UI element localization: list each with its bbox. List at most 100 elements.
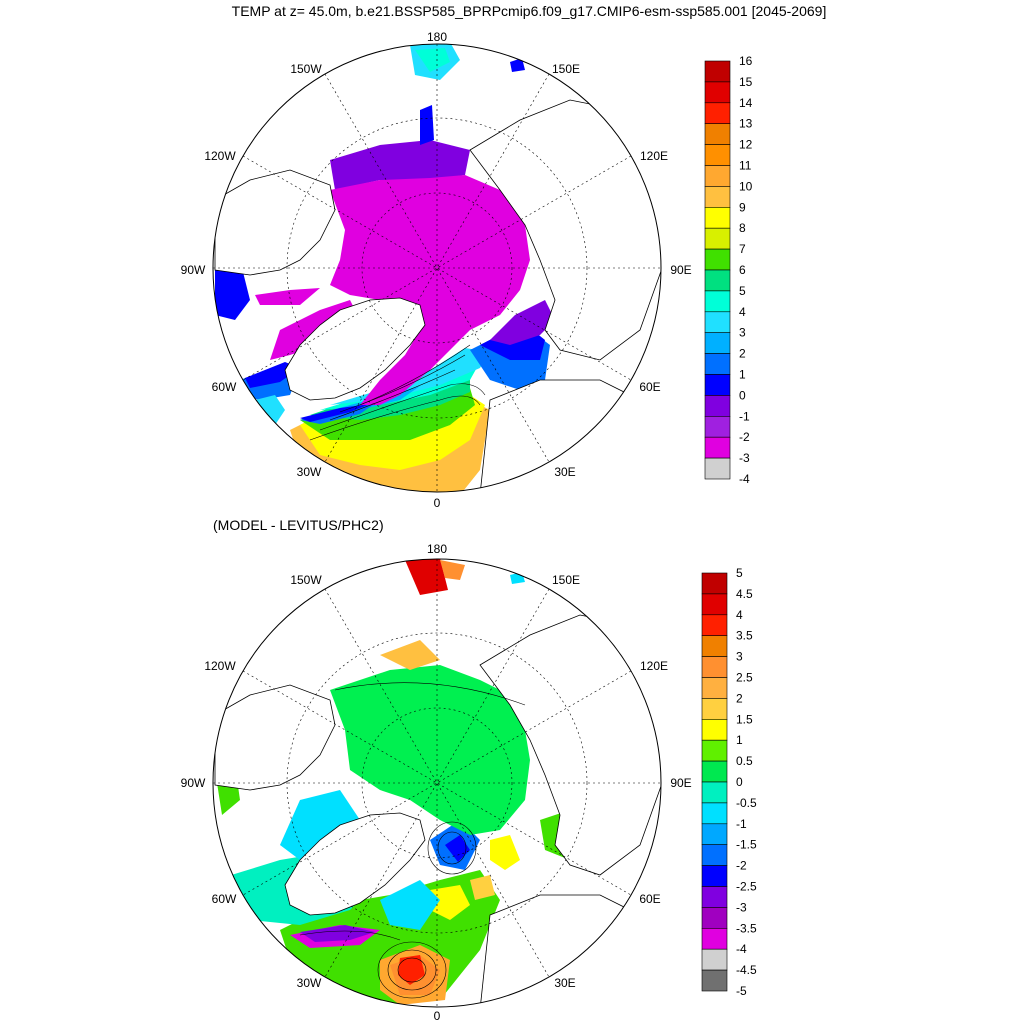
lon-labels-bottom: 180 150E 120E 90E 60E 30E 0 30W 60W 90W … bbox=[181, 542, 692, 1023]
colorbar-label: 15 bbox=[739, 75, 753, 89]
colorbar-label: -5 bbox=[736, 984, 747, 998]
colorbar-swatch bbox=[701, 593, 728, 616]
colorbar-swatch bbox=[704, 332, 731, 354]
lon-label-150w: 150W bbox=[290, 573, 322, 587]
colorbar-label: 1 bbox=[739, 368, 746, 382]
colorbar-label: 5 bbox=[739, 284, 746, 298]
colorbar-label: -4 bbox=[739, 472, 750, 486]
colorbar-swatch bbox=[701, 760, 728, 783]
colorbar-label: -2 bbox=[739, 430, 750, 444]
colorbar-swatch bbox=[704, 374, 731, 396]
colorbar-label: 7 bbox=[739, 242, 746, 256]
lon-label-150w: 150W bbox=[290, 62, 322, 76]
colorbar-swatch bbox=[701, 802, 728, 825]
colorbar-label: 10 bbox=[739, 179, 753, 193]
lon-label-150e: 150E bbox=[552, 573, 580, 587]
lon-label-60w: 60W bbox=[212, 892, 237, 906]
lon-label-30e: 30E bbox=[554, 465, 575, 479]
colorbar-swatch bbox=[704, 395, 731, 417]
colorbar-swatch bbox=[701, 823, 728, 845]
colorbar-swatch bbox=[701, 969, 728, 992]
colorbar-label: -3 bbox=[736, 900, 747, 914]
lon-label-30w: 30W bbox=[297, 465, 322, 479]
colorbar-swatch bbox=[701, 739, 728, 762]
colorbar-bottom: 5 4.5 4 3.5 3 2.5 2 1.5 1 0.5 0 -0.5 -1 -1.5 -2 -2.5 -3 -… bbox=[701, 566, 757, 998]
colorbar-swatch bbox=[704, 415, 731, 438]
colorbar-label: 6 bbox=[739, 263, 746, 277]
lon-label-0: 0 bbox=[434, 496, 441, 510]
colorbar-label: -4 bbox=[736, 942, 747, 956]
lon-label-0: 0 bbox=[434, 1009, 441, 1023]
colorbar-label: 1 bbox=[736, 733, 743, 747]
colorbar-label: 4 bbox=[736, 608, 743, 622]
colorbar-label: -2.5 bbox=[736, 880, 757, 894]
colorbar-swatch bbox=[701, 698, 728, 720]
lon-label-120e: 120E bbox=[640, 659, 668, 673]
colorbar-label: 5 bbox=[736, 566, 743, 580]
colorbar-swatch bbox=[701, 865, 728, 887]
lon-label-90w: 90W bbox=[181, 263, 206, 277]
colorbar-label: 0 bbox=[739, 388, 746, 402]
colorbar-label: 2.5 bbox=[736, 671, 753, 685]
lon-label-60e: 60E bbox=[639, 892, 660, 906]
lon-label-30w: 30W bbox=[297, 976, 322, 990]
lon-label-120e: 120E bbox=[640, 149, 668, 163]
colorbar-swatch bbox=[701, 886, 728, 908]
colorbar-swatch bbox=[701, 907, 728, 929]
colorbar-swatch bbox=[704, 123, 731, 145]
colorbar-swatch bbox=[701, 781, 728, 804]
figure-title: TEMP at z= 45.0m, b.e21.BSSP585_BPRPcmip… bbox=[232, 3, 827, 19]
colorbar-swatch bbox=[704, 269, 731, 292]
colorbar-label: 14 bbox=[739, 96, 753, 110]
colorbar-label: 3.5 bbox=[736, 629, 753, 643]
colorbar-swatch bbox=[704, 60, 731, 83]
colorbar-label: 2 bbox=[739, 347, 746, 361]
colorbar-label: 0 bbox=[736, 775, 743, 789]
colorbar-label: -3 bbox=[739, 451, 750, 465]
colorbar-label: 4.5 bbox=[736, 587, 753, 601]
colorbar-swatch bbox=[704, 248, 731, 271]
graticule-top bbox=[213, 44, 661, 492]
map-panel-top bbox=[212, 43, 662, 493]
colorbar-swatch bbox=[704, 165, 731, 187]
colorbar-swatch bbox=[701, 677, 728, 699]
graticule-bottom bbox=[213, 559, 661, 1007]
colorbar-label: -2 bbox=[736, 859, 747, 873]
colorbar-label: 8 bbox=[739, 221, 746, 235]
colorbar-swatch bbox=[704, 81, 731, 104]
map-border bbox=[212, 43, 662, 493]
colorbar-label: 3 bbox=[736, 650, 743, 664]
colorbar-swatch bbox=[704, 436, 731, 459]
colorbar-label: -0.5 bbox=[736, 796, 757, 810]
lon-labels-top: 180 150E 120E 90E 60E 30E 0 30W 60W 90W … bbox=[181, 30, 692, 510]
colorbar-swatch bbox=[704, 457, 731, 480]
colorbar-label: 13 bbox=[739, 117, 753, 131]
lon-label-150e: 150E bbox=[552, 62, 580, 76]
colorbar-label: -1 bbox=[736, 817, 747, 831]
colorbar-swatch bbox=[701, 844, 728, 866]
colorbar-swatch bbox=[701, 635, 728, 657]
lon-label-120w: 120W bbox=[204, 659, 236, 673]
colorbar-swatch bbox=[704, 186, 731, 208]
colorbar-swatch bbox=[704, 207, 731, 229]
colorbar-label: 2 bbox=[736, 691, 743, 705]
colorbar-label: 16 bbox=[739, 54, 753, 68]
colorbar-label: -1 bbox=[739, 409, 750, 423]
colorbar-swatch bbox=[704, 144, 731, 166]
colorbar-swatch bbox=[704, 353, 731, 375]
colorbar-label: 3 bbox=[739, 326, 746, 340]
colorbar-swatch bbox=[701, 614, 728, 636]
colorbar-label: -1.5 bbox=[736, 838, 757, 852]
figure-subtitle: (MODEL - LEVITUS/PHC2) bbox=[213, 517, 384, 533]
colorbar-label: -4.5 bbox=[736, 963, 757, 977]
lon-label-90w: 90W bbox=[181, 776, 206, 790]
lon-label-120w: 120W bbox=[204, 149, 236, 163]
lon-label-180: 180 bbox=[427, 542, 447, 556]
colorbar-swatch bbox=[701, 948, 728, 971]
colorbar-label: -3.5 bbox=[736, 921, 757, 935]
colorbar-swatch bbox=[704, 290, 731, 313]
map-border bbox=[212, 558, 662, 1008]
colorbar-label: 4 bbox=[739, 305, 746, 319]
